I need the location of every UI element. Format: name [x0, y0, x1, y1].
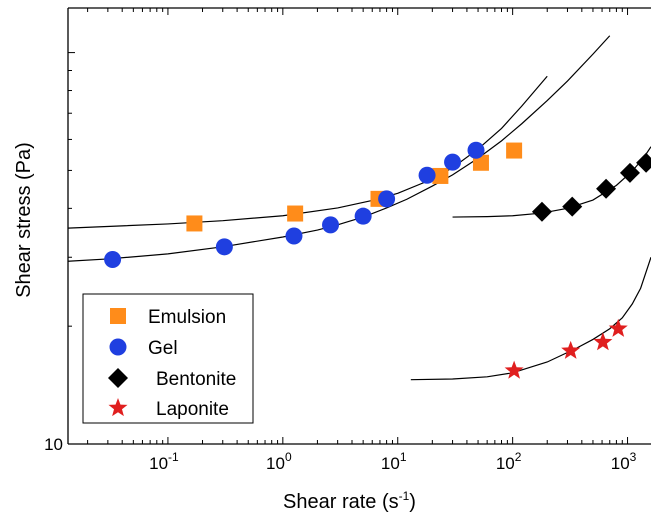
legend-bentonite-label: Bentonite — [156, 369, 236, 390]
gel-point — [418, 166, 436, 184]
legend-gel-label: Gel — [148, 338, 178, 359]
y-tick-label: 10 — [44, 435, 63, 454]
bentonite-point — [562, 196, 583, 217]
gel-point — [285, 227, 303, 245]
x-tick-label: 103 — [611, 450, 637, 473]
x-tick-label: 10-1 — [149, 450, 179, 473]
legend-laponite-marker — [108, 398, 128, 417]
bentonite-point — [596, 178, 617, 199]
bentonite-point — [636, 152, 651, 173]
laponite-point — [593, 332, 613, 351]
laponite-point — [608, 318, 628, 337]
x-tick-label: 102 — [496, 450, 522, 473]
gel-point — [104, 251, 122, 269]
x-tick-label: 101 — [381, 450, 407, 473]
emulsion-point — [186, 215, 203, 232]
legend-emulsion-label: Emulsion — [148, 307, 226, 328]
legend: Emulsion Gel Bentonite Laponite — [82, 293, 254, 424]
emulsion-fit-line — [68, 75, 548, 229]
legend-laponite-label: Laponite — [156, 399, 229, 420]
plot-area — [68, 35, 651, 381]
gel-point — [215, 238, 233, 256]
x-tick-label: 100 — [266, 450, 292, 473]
x-axis-title: Shear rate (s-1) — [283, 489, 416, 513]
gel-fit-line — [68, 35, 611, 262]
bentonite-point — [531, 201, 552, 222]
legend-gel-marker — [109, 338, 127, 356]
emulsion-point — [472, 154, 489, 171]
bentonite-point — [619, 162, 640, 183]
legend-emulsion-marker — [110, 308, 126, 324]
gel-point — [378, 190, 396, 208]
emulsion-point — [432, 167, 449, 184]
laponite-point — [504, 360, 524, 379]
y-axis-title: Shear stress (Pa) — [13, 142, 35, 298]
gel-point — [467, 141, 485, 159]
laponite-fit-line — [410, 257, 651, 381]
gel-point — [444, 153, 462, 171]
gel-point — [354, 207, 372, 225]
legend-bentonite-marker — [108, 368, 128, 388]
gel-point — [322, 216, 340, 234]
emulsion-point — [287, 205, 304, 222]
laponite-point — [561, 340, 581, 359]
emulsion-point — [506, 142, 523, 159]
